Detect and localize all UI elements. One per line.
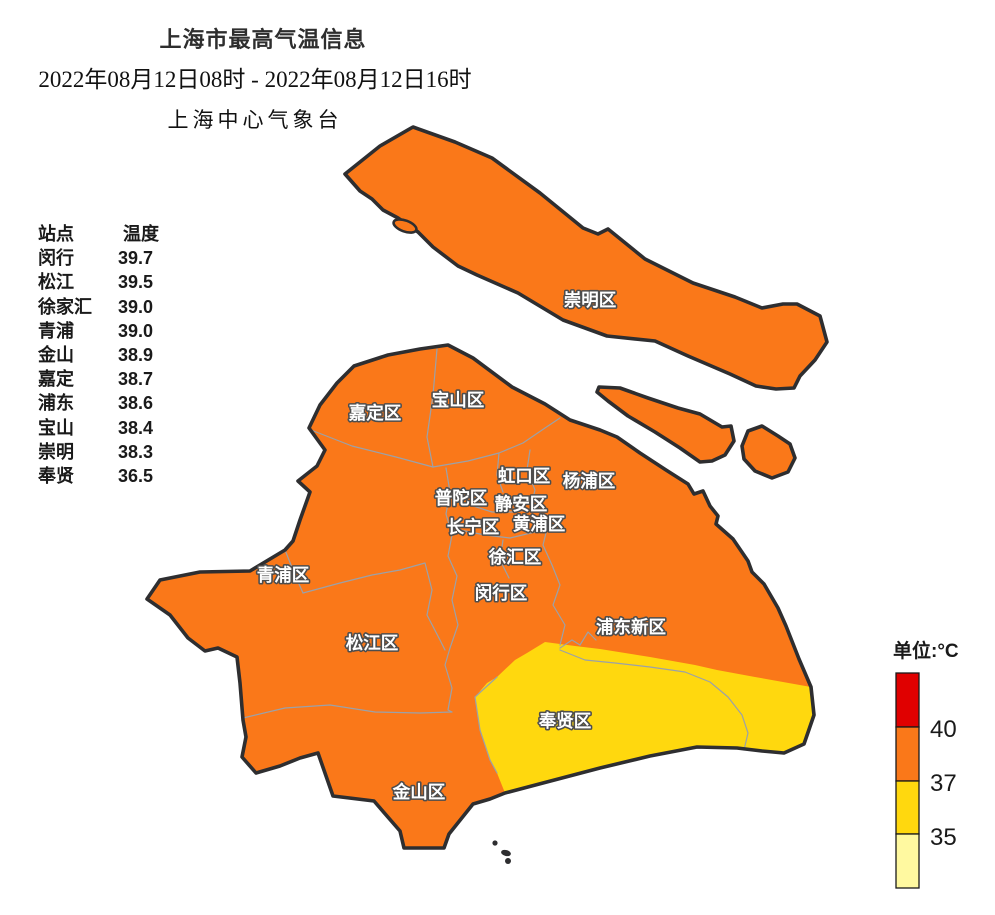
legend-swatch-above-40: [895, 672, 920, 728]
hengsha-island-shape: [740, 424, 797, 480]
station-temp: 38.9: [118, 344, 154, 365]
station-temp: 38.6: [118, 393, 154, 414]
district-label-baoshan: 宝山区: [432, 390, 485, 410]
station-name: 徐家汇: [38, 296, 92, 317]
temperature-legend: 单位:°C 40 37 35: [893, 639, 959, 889]
table-row: 金山 38.9: [38, 343, 159, 367]
district-label-hongkou: 虹口区: [498, 466, 551, 486]
station-temp: 36.5: [118, 465, 154, 486]
station-name: 崇明: [38, 441, 74, 462]
legend-swatch-37-40: [895, 726, 920, 782]
station-temp: 38.7: [118, 369, 154, 390]
offshore-islets: [492, 840, 511, 864]
legend-unit-label: 单位:°C: [893, 639, 959, 662]
station-temp: 39.0: [118, 320, 154, 341]
table-row: 松江 39.5: [38, 270, 159, 294]
district-label-jinshan: 金山区: [392, 782, 446, 802]
district-label-xuhui: 徐汇区: [488, 547, 542, 567]
station-name: 闵行: [38, 248, 74, 269]
district-label-yangpu: 杨浦区: [563, 471, 616, 491]
station-temp: 39.5: [118, 272, 154, 293]
table-row: 奉贤 36.5: [38, 464, 159, 488]
district-label-putuo: 普陀区: [435, 488, 488, 508]
district-label-songjiang: 松江区: [346, 633, 399, 653]
station-temp: 38.4: [118, 417, 154, 438]
source-agency: 上海中心气象台: [167, 108, 343, 132]
station-name: 青浦: [38, 320, 74, 341]
station-name: 嘉定: [38, 369, 74, 390]
district-label-changning: 长宁区: [447, 517, 500, 537]
station-name: 金山: [38, 344, 74, 365]
chongming-island-shape: [343, 125, 829, 391]
station-name: 奉贤: [38, 465, 74, 486]
table-row: 浦东 38.6: [38, 391, 159, 415]
page-title: 上海市最高气温信息: [159, 27, 367, 52]
legend-tick-37: 37: [930, 770, 957, 797]
station-table: 站点 温度 闵行 39.7 松江 39.5 徐家汇 39.0 青浦 39.0 金山 38.…: [38, 222, 159, 488]
district-boundaries: [242, 348, 749, 774]
district-label-qingpu: 青浦区: [257, 565, 310, 585]
column-header-temperature: 温度: [123, 224, 160, 244]
table-row: 嘉定 38.7: [38, 367, 159, 391]
station-name: 松江: [38, 272, 74, 293]
district-label-jiading: 嘉定区: [348, 403, 402, 423]
yellow-temperature-zone: [475, 642, 814, 793]
small-islet-shape: [392, 218, 418, 234]
table-row: 宝山 38.4: [38, 416, 159, 440]
station-name: 宝山: [38, 417, 74, 438]
district-label-chongming: 崇明区: [564, 290, 617, 310]
table-row: 徐家汇 39.0: [38, 295, 159, 319]
district-label-jingan: 静安区: [495, 494, 548, 514]
changxing-island-shape: [595, 385, 736, 464]
station-temp: 38.3: [118, 441, 154, 462]
district-labels: 崇明区 嘉定区 宝山区 虹口区 杨浦区 普陀区 静安区 长宁区 黄浦区 徐汇区 …: [255, 288, 667, 803]
station-temp: 39.0: [118, 296, 154, 317]
table-header: 站点 温度: [38, 222, 159, 246]
date-range: 2022年08月12日08时 - 2022年08月12日16时: [38, 67, 472, 92]
station-name: 浦东: [38, 393, 74, 414]
table-row: 崇明 38.3: [38, 440, 159, 464]
legend-swatch-35-37: [895, 780, 920, 835]
table-row: 闵行 39.7: [38, 246, 159, 270]
legend-tick-35: 35: [930, 824, 957, 851]
column-header-station: 站点: [38, 224, 74, 244]
district-label-fengxian: 奉贤区: [538, 711, 592, 731]
district-label-minhang: 闵行区: [475, 583, 528, 603]
district-label-pudong: 浦东新区: [596, 617, 666, 637]
legend-swatch-below-35: [895, 833, 920, 889]
legend-tick-40: 40: [930, 716, 957, 743]
district-label-huangpu: 黄浦区: [513, 514, 566, 534]
station-temp: 39.7: [118, 248, 154, 269]
table-row: 青浦 39.0: [38, 319, 159, 343]
